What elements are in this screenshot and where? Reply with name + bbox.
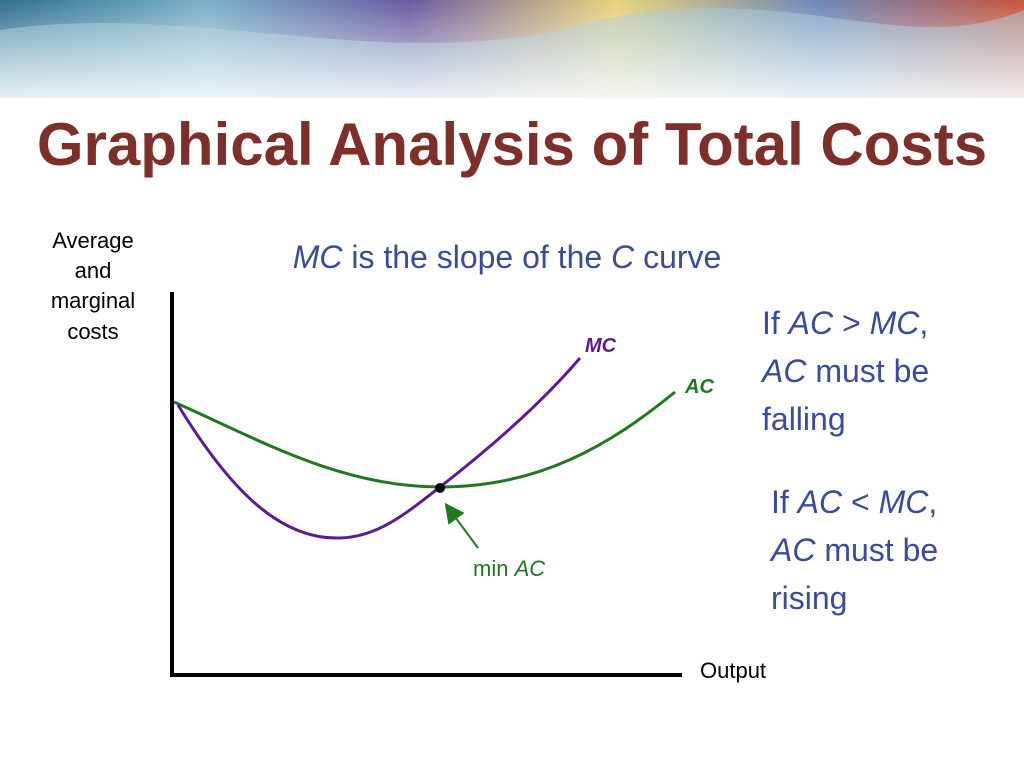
y-label-line: costs	[67, 319, 118, 344]
note-text: If	[762, 305, 780, 341]
note-line: rising	[771, 580, 847, 616]
note-text: ,	[919, 305, 928, 341]
subtitle-text: is the slope of the	[351, 239, 602, 275]
subtitle-term: C	[611, 239, 635, 275]
note-term: AC	[760, 353, 807, 389]
note-term: AC	[769, 532, 816, 568]
note-line: falling	[762, 401, 846, 437]
note: If AC > MC, AC must be falling	[760, 305, 929, 437]
note-text: <	[851, 484, 870, 520]
note-line: If AC > MC,	[762, 305, 928, 341]
subtitle: MC is the slope of the C curve	[293, 239, 722, 275]
note-term: MC	[870, 305, 921, 341]
mc-curve	[176, 357, 582, 540]
note-text: must be	[824, 532, 938, 568]
header-banner	[0, 0, 1024, 98]
x-axis-label: Output	[700, 658, 766, 683]
axes	[170, 292, 682, 677]
min-ac-point	[435, 483, 445, 493]
note-term: AC	[796, 484, 843, 520]
curve-label: MC	[585, 335, 617, 357]
title: Graphical Analysis of Total Costs	[37, 111, 987, 178]
min-ac-arrow	[444, 502, 479, 549]
subtitle-text: curve	[643, 239, 721, 275]
y-axis-label: Average and marginal costs	[51, 228, 135, 344]
subtitle-term: MC	[293, 239, 344, 275]
note-line: AC must be	[760, 353, 929, 389]
annotation: min AC	[473, 556, 545, 581]
annotation-term: AC	[513, 556, 546, 581]
note-text: If	[771, 484, 789, 520]
curve-label: AC	[684, 376, 714, 398]
note-text: must be	[815, 353, 929, 389]
note: If AC < MC, AC must be rising	[769, 484, 938, 616]
y-label-line: Average	[52, 228, 134, 253]
note-text: >	[842, 305, 861, 341]
note-term: MC	[879, 484, 930, 520]
note-line: If AC < MC,	[771, 484, 937, 520]
note-line: AC must be	[769, 532, 938, 568]
ac-curve	[173, 390, 676, 489]
y-label-line: and	[75, 258, 112, 283]
note-text: ,	[928, 484, 937, 520]
y-label-line: marginal	[51, 288, 135, 313]
annotation-text: min	[473, 556, 508, 581]
note-term: AC	[787, 305, 834, 341]
